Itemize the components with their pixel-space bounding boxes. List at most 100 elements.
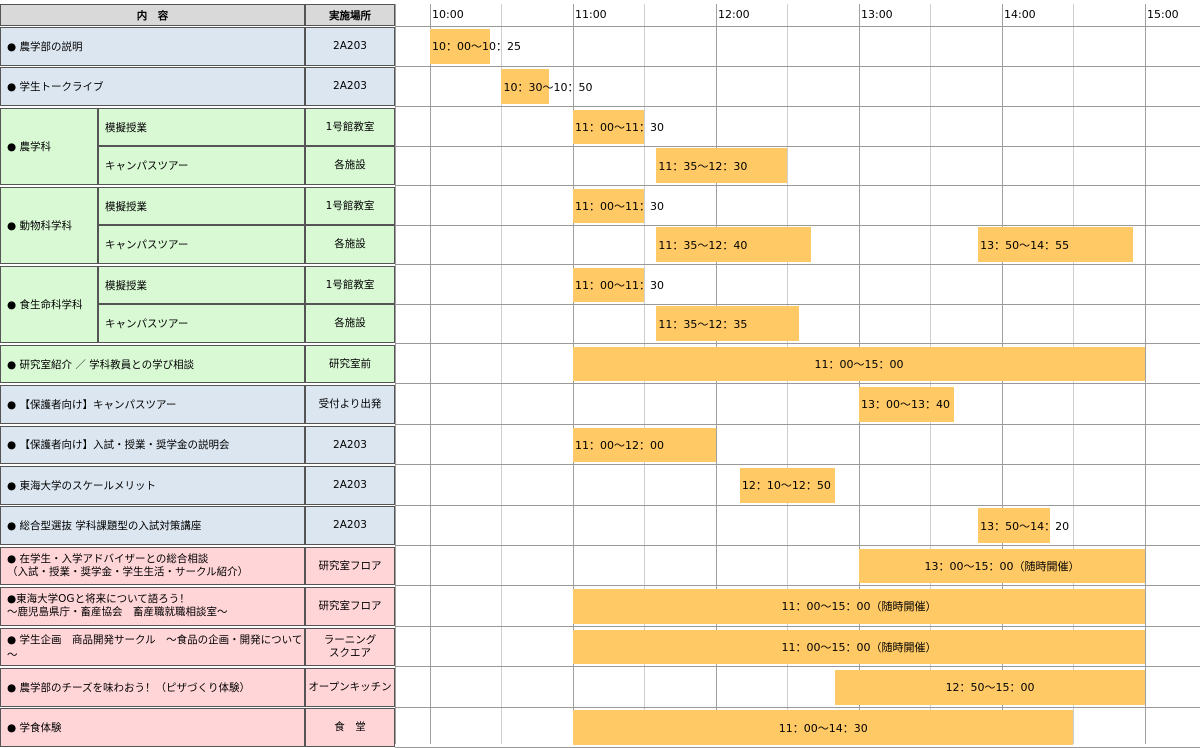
sub-program-label: キャンパスツアー bbox=[98, 225, 305, 264]
session-time-label: 11：35～12：30 bbox=[658, 159, 748, 173]
hour-tick-label: 14:00 bbox=[1003, 8, 1036, 21]
session-time-label: 11：35～12：40 bbox=[658, 238, 748, 252]
program-label: ● 東海大学のスケールメリット bbox=[0, 466, 305, 505]
row-divider bbox=[395, 383, 1200, 385]
session-time-label: 11：00～11：30 bbox=[574, 200, 664, 214]
program-label: ● 農学部のチーズを味わおう！（ピザづくり体験） bbox=[0, 668, 305, 707]
session-time-label: 11：00～15：00 bbox=[814, 358, 904, 372]
row-divider bbox=[395, 225, 1200, 227]
session-bar: 11：00～11：30 bbox=[572, 267, 664, 303]
session-bar: 11：00～11：30 bbox=[572, 109, 664, 145]
row-divider bbox=[395, 585, 1200, 587]
program-label: ● 研究室紹介 ／ 学科教員との学び相談 bbox=[0, 344, 305, 384]
session-bar: 13：00～15：00（随時開催） bbox=[858, 548, 1145, 584]
session-bar: 11：35～12：35 bbox=[656, 306, 800, 341]
session-bar: 11：00～14：30 bbox=[572, 710, 1074, 745]
timeline-left-border bbox=[395, 4, 396, 744]
session-time-label: 10：30～10：50 bbox=[503, 80, 593, 94]
session-time-label: 13：00～15：00（随時開催） bbox=[924, 560, 1080, 574]
row-divider bbox=[395, 545, 1200, 546]
session-time-label: 11：00～14：30 bbox=[778, 721, 868, 735]
sub-program-label: 模擬授業 bbox=[98, 107, 305, 147]
hour-tick-label: 12:00 bbox=[717, 8, 750, 21]
location-cell: 研究室前 bbox=[305, 344, 395, 384]
sub-program-label: 模擬授業 bbox=[98, 186, 305, 226]
session-bar: 12：50～15：00 bbox=[835, 670, 1145, 705]
row-divider bbox=[395, 666, 1200, 668]
hour-gridline bbox=[430, 4, 431, 744]
session-time-label: 13：00～13：40 bbox=[860, 398, 950, 412]
session-bar: 11：35～12：30 bbox=[656, 148, 788, 183]
program-label: ● 【保護者向け】入試・授業・奨学金の説明会 bbox=[0, 425, 305, 465]
location-cell: 2A203 bbox=[305, 67, 395, 106]
program-label: ● 総合型選抜 学科課題型の入試対策講座 bbox=[0, 506, 305, 545]
location-cell: 受付より出発 bbox=[305, 385, 395, 424]
session-time-label: 12：10～12：50 bbox=[741, 479, 831, 493]
group-label: ● 農学科 bbox=[0, 107, 98, 185]
row-divider bbox=[395, 264, 1200, 265]
session-bar: 10：30～10：50 bbox=[501, 69, 592, 104]
group-label: ● 食生命科学科 bbox=[0, 265, 98, 343]
half-hour-gridline bbox=[501, 4, 503, 744]
row-divider bbox=[395, 146, 1200, 148]
session-bar: 11：35～12：40 bbox=[656, 227, 812, 262]
session-time-label: 13：50～14：20 bbox=[980, 519, 1070, 533]
row-divider bbox=[395, 106, 1200, 107]
row-divider bbox=[395, 706, 1200, 708]
hour-tick-label: 13:00 bbox=[860, 8, 893, 21]
location-cell: 研究室フロア bbox=[305, 587, 395, 626]
session-time-label: 11：00～15：00（随時開催） bbox=[781, 640, 937, 654]
location-cell: 2A203 bbox=[305, 466, 395, 505]
location-cell: 2A203 bbox=[305, 506, 395, 545]
session-bar: 11：00～11：30 bbox=[572, 188, 664, 224]
session-time-label: 10：00～10：25 bbox=[432, 40, 521, 54]
sub-program-label: キャンパスツアー bbox=[98, 146, 305, 185]
session-bar: 12：10～12：50 bbox=[739, 468, 836, 503]
sub-program-label: 模擬授業 bbox=[98, 265, 305, 305]
session-bar: 10：00～10：25 bbox=[430, 29, 521, 64]
sub-program-label: キャンパスツアー bbox=[98, 304, 305, 343]
header-location: 実施場所 bbox=[305, 4, 395, 26]
session-time-label: 11：35～12：35 bbox=[658, 317, 748, 331]
location-cell: 各施設 bbox=[305, 146, 395, 185]
location-cell: 1号館教室 bbox=[305, 186, 395, 226]
location-cell: 各施設 bbox=[305, 304, 395, 343]
program-label: ● 農学部の説明 bbox=[0, 27, 305, 66]
header-content: 内 容 bbox=[0, 4, 305, 26]
location-cell: 研究室フロア bbox=[305, 546, 395, 586]
session-bar: 11：00～15：00（随時開催） bbox=[572, 589, 1145, 624]
session-bar: 13：50～14：55 bbox=[978, 227, 1134, 262]
session-time-label: 11：00～15：00（随時開催） bbox=[781, 600, 937, 614]
session-bar: 13：50～14：20 bbox=[978, 508, 1069, 543]
location-cell: 1号館教室 bbox=[305, 107, 395, 147]
location-cell: 各施設 bbox=[305, 225, 395, 264]
row-divider bbox=[395, 304, 1200, 306]
session-bar: 11：00～12：00 bbox=[572, 427, 716, 463]
session-time-label: 11：00～11：30 bbox=[574, 121, 664, 135]
row-divider bbox=[395, 185, 1200, 186]
location-cell: 1号館教室 bbox=[305, 265, 395, 305]
session-bar: 11：00～15：00 bbox=[572, 346, 1145, 382]
session-time-label: 12：50～15：00 bbox=[945, 681, 1035, 695]
row-divider bbox=[395, 464, 1200, 466]
hour-tick-label: 15:00 bbox=[1146, 8, 1179, 21]
location-cell: 2A203 bbox=[305, 27, 395, 66]
row-divider bbox=[395, 423, 1200, 425]
program-label: ● 学生企画 商品開発サークル ～食品の企画・開発について～ bbox=[0, 627, 305, 667]
row-divider bbox=[395, 343, 1200, 344]
session-bar: 13：00～13：40 bbox=[858, 387, 955, 422]
program-label: ●東海大学OGと将来について語ろう！ ～鹿児島県庁・畜産協会 畜産職就職相談室～ bbox=[0, 587, 305, 626]
group-label: ● 動物科学科 bbox=[0, 186, 98, 264]
location-cell: オープンキッチン bbox=[305, 668, 395, 707]
program-label: ● 学食体験 bbox=[0, 708, 305, 747]
hour-gridline bbox=[1144, 4, 1146, 744]
location-cell: 2A203 bbox=[305, 425, 395, 465]
session-bar: 11：00～15：00（随時開催） bbox=[572, 629, 1145, 665]
location-cell: ラーニング スクエア bbox=[305, 627, 395, 667]
session-time-label: 11：00～12：00 bbox=[574, 438, 664, 452]
row-divider bbox=[395, 65, 1200, 67]
program-label: ● 在学生・入学アドバイザーとの総合相談 （入試・授業・奨学金・学生生活・サーク… bbox=[0, 546, 305, 586]
row-divider bbox=[395, 625, 1200, 627]
header-bottom-line bbox=[395, 26, 1200, 27]
